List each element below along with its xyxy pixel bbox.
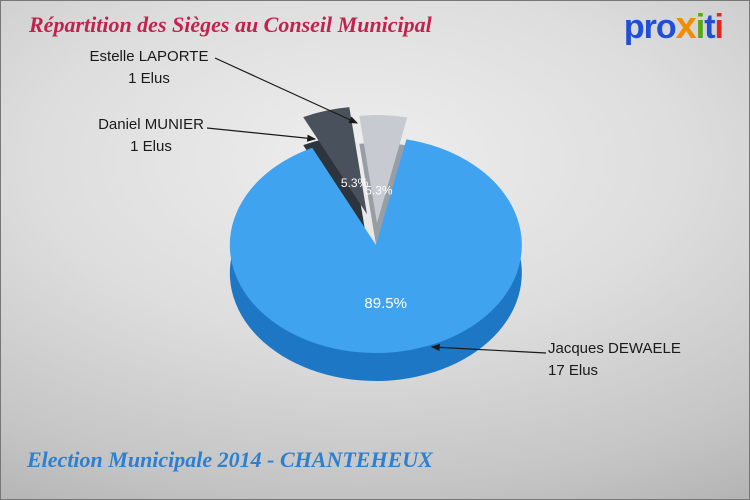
footer-caption: Election Municipale 2014 - CHANTEHEUX [27, 447, 433, 472]
callout-lines [206, 57, 547, 354]
logo-letter: t [704, 8, 715, 46]
callout-name: Daniel MUNIER [98, 116, 204, 133]
callout-jacques-dewaele: Jacques DEWAELE 17 Elus [548, 338, 738, 382]
pie-slice-daniel-munier [303, 107, 367, 215]
pie-slice-estelle-laporte [359, 115, 408, 223]
page-title: Répartition des Sièges au Conseil Munici… [29, 12, 432, 37]
logo-letter: r [643, 8, 657, 46]
logo-letter: x [675, 5, 697, 47]
callout-name: Estelle LAPORTE [89, 48, 209, 65]
callout-estelle-laporte: Estelle LAPORTE 1 Elus [57, 46, 241, 90]
callout-line-jacques [430, 343, 547, 354]
logo-letter: p [623, 8, 645, 46]
logo: proxiti [623, 5, 725, 48]
pie-slice-jacques-dewaele [229, 139, 522, 354]
callout-name: Jacques DEWAELE [548, 340, 681, 357]
callout-line-estelle [214, 57, 359, 124]
pie-slices: 89.5% 5.3%5.3% [229, 107, 522, 382]
pct-label-estelle-laporte: 5.3% [365, 184, 393, 198]
callout-daniel-munier: Daniel MUNIER 1 Elus [59, 114, 243, 158]
pct-label-jacques-dewaele: 89.5% [364, 295, 407, 312]
callout-line-daniel [206, 127, 317, 142]
pct-label-daniel-munier: 5.3% [341, 176, 369, 190]
callout-value: 1 Elus [130, 138, 172, 155]
logo-letter: i [714, 8, 725, 46]
callout-value: 17 Elus [548, 362, 599, 379]
callout-value: 1 Elus [128, 70, 170, 87]
logo-letter: i [695, 8, 706, 46]
logo-letter: o [655, 8, 677, 46]
